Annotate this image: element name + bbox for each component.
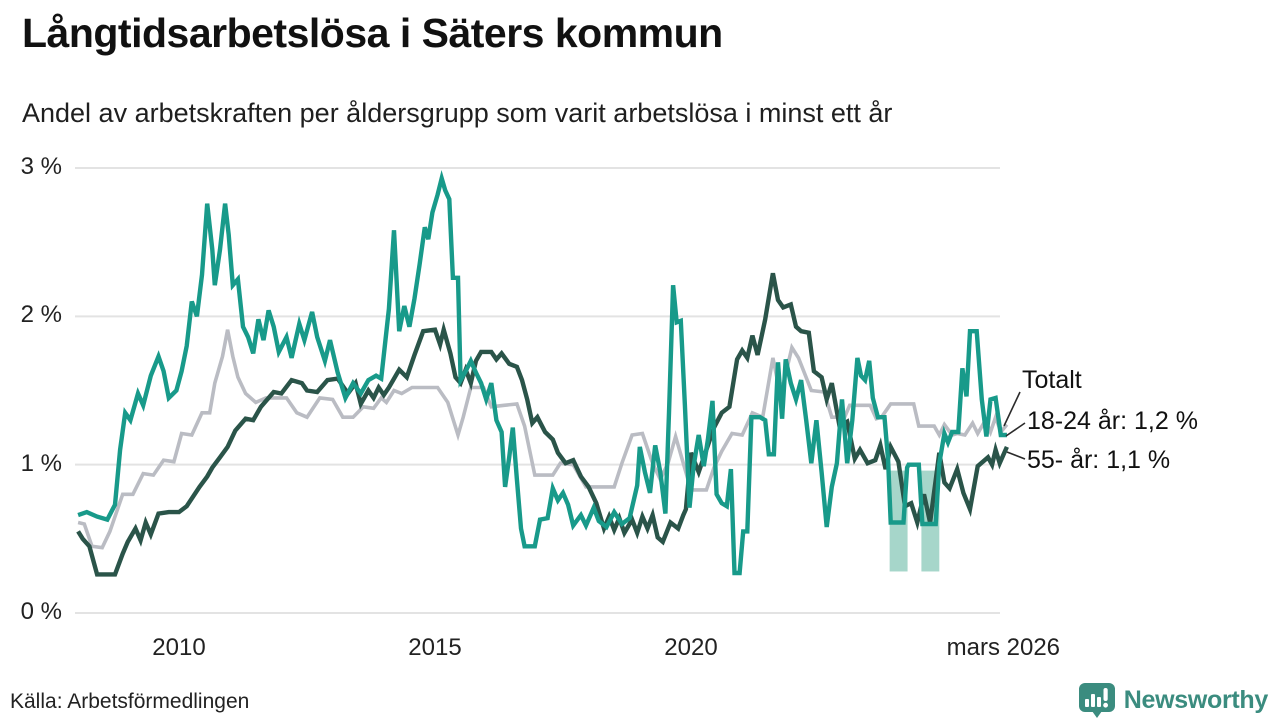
x-tick-2010: 2010 <box>152 634 206 661</box>
leader-line-3 <box>1006 451 1026 460</box>
newsworthy-logo: Newsworthy <box>1078 682 1268 719</box>
annotation-totalt: Totalt <box>1022 366 1082 394</box>
chart-subtitle: Andel av arbetskraften per åldersgrupp s… <box>22 98 893 128</box>
series-line-55--år <box>76 272 1009 577</box>
source-note: Källa: Arbetsförmedlingen <box>10 690 250 713</box>
newsworthy-wordmark: Newsworthy <box>1123 686 1269 714</box>
x-tick-2015: 2015 <box>408 634 462 661</box>
y-tick-0: 0 % <box>20 598 62 625</box>
x-tick-2020: 2020 <box>664 634 718 661</box>
leader-line-1 <box>1003 391 1021 427</box>
annotation-18-24: 18-24 år: 1,2 % <box>1027 407 1198 435</box>
y-tick-2: 2 % <box>20 301 62 329</box>
annotation-55: 55- år: 1,1 % <box>1027 446 1171 474</box>
leader-line-2 <box>1005 422 1026 437</box>
bar-chart-speech-bubble-icon <box>1078 683 1115 718</box>
y-tick-1: 1 % <box>20 449 62 477</box>
y-tick-3: 3 % <box>20 153 62 180</box>
series-line-18-24-år <box>77 170 1007 576</box>
page-title: Långtidsarbetslösa i Säters kommun <box>22 10 723 56</box>
x-tick-mars-2026: mars 2026 <box>946 634 1061 661</box>
